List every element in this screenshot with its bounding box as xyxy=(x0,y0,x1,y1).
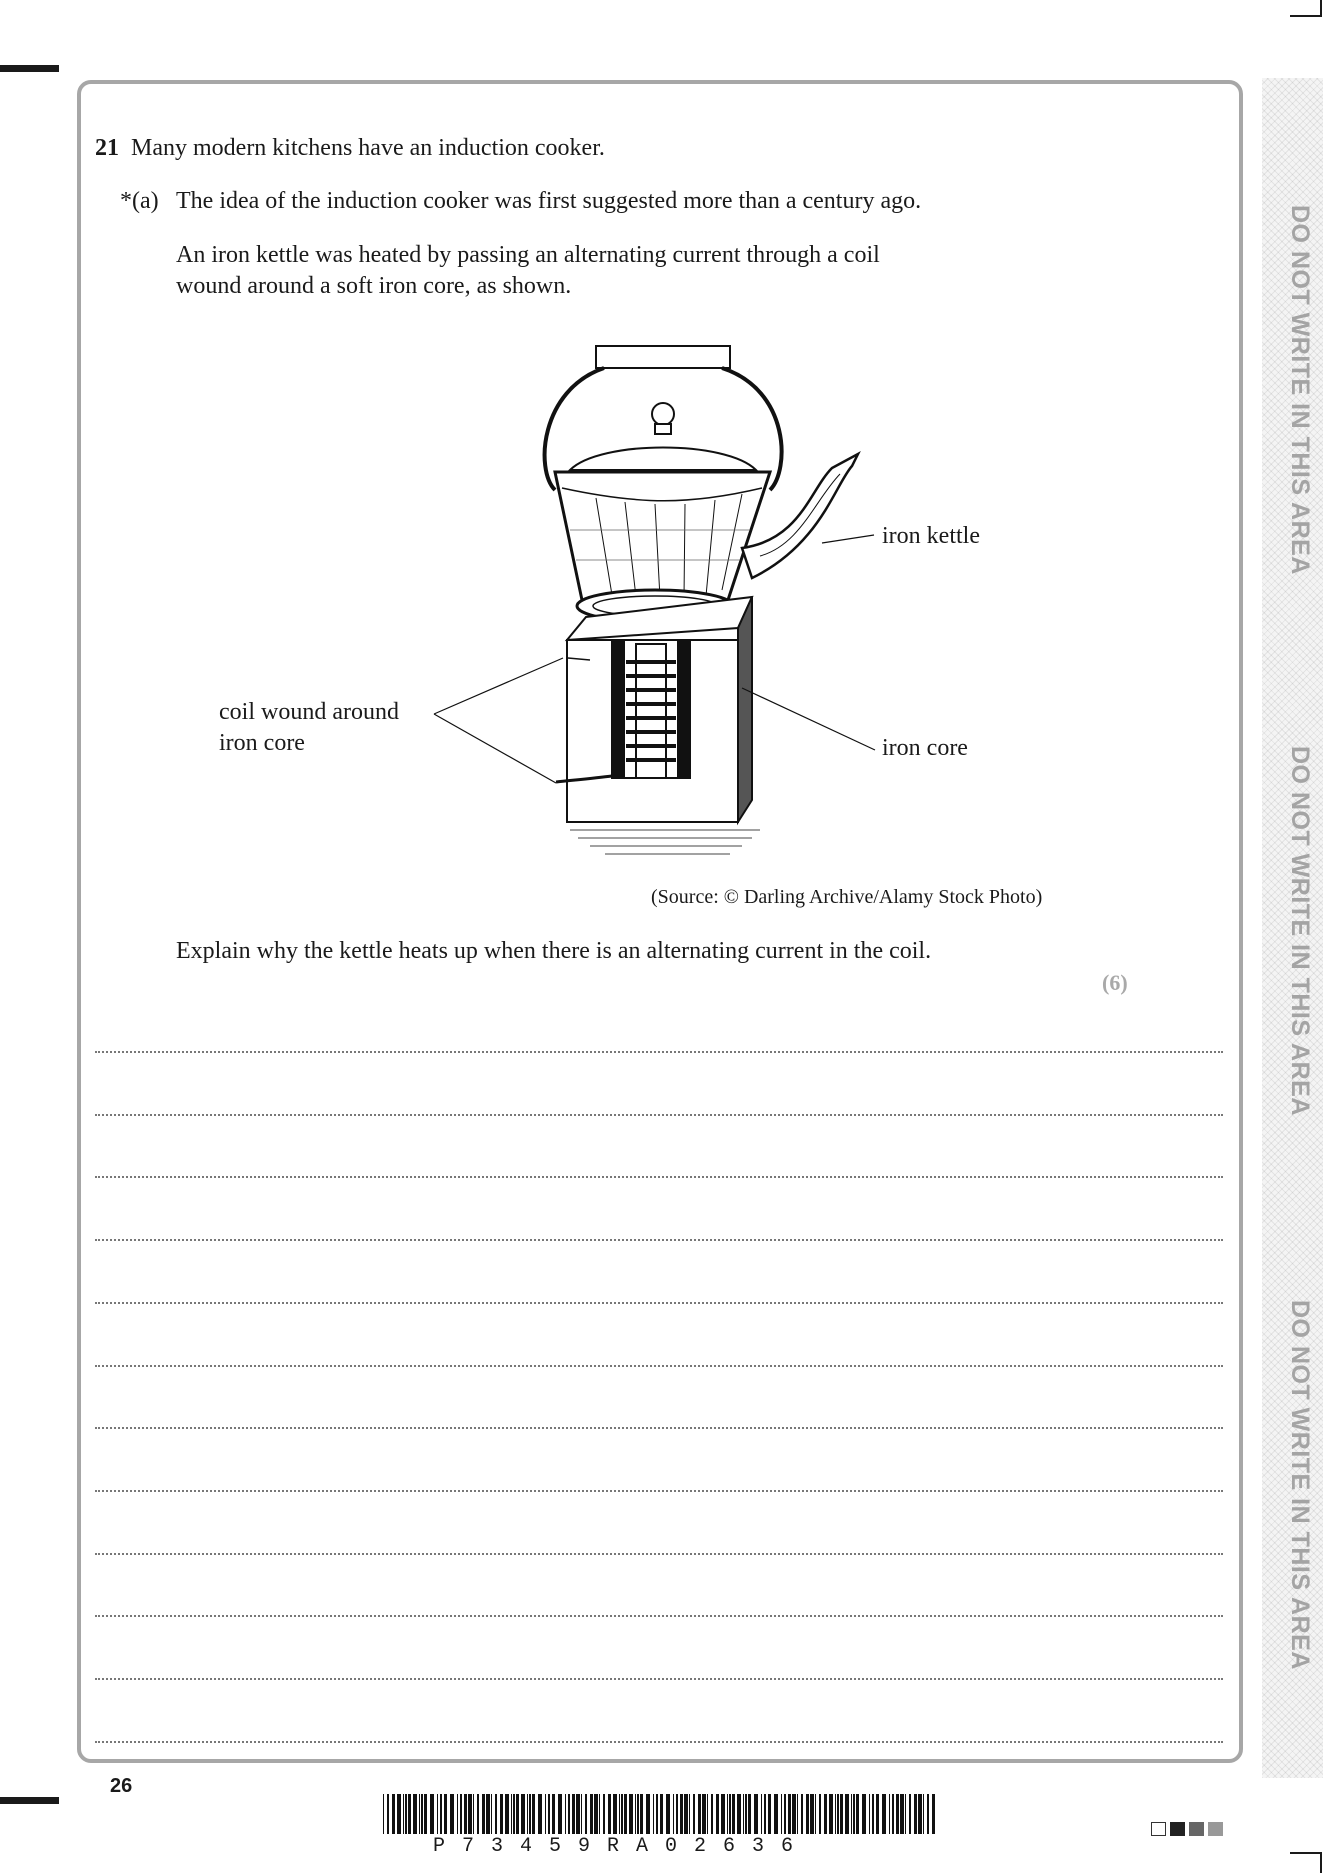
margin-warning-middle: DO NOT WRITE IN THIS AREA xyxy=(1286,746,1314,1116)
answer-line[interactable] xyxy=(95,1427,1223,1430)
crop-mark-top-left xyxy=(0,65,59,72)
answer-line[interactable] xyxy=(95,1113,1223,1116)
label-coil-line-1: coil wound around xyxy=(219,699,399,725)
answer-line[interactable] xyxy=(95,1615,1223,1618)
page-indicator xyxy=(1151,1822,1227,1838)
question-prompt: Explain why the kettle heats up when the… xyxy=(176,938,932,964)
part-text: The idea of the induction cooker was fir… xyxy=(176,188,922,214)
barcode xyxy=(383,1794,935,1834)
answer-line[interactable] xyxy=(95,1552,1223,1555)
crop-mark-top-right xyxy=(1290,0,1322,17)
question-stem: Many modern kitchens have an induction c… xyxy=(131,135,605,161)
description-line-2: wound around a soft iron core, as shown. xyxy=(176,273,572,299)
question-header: 21 Many modern kitchens have an inductio… xyxy=(95,133,605,164)
answer-line[interactable] xyxy=(95,1239,1223,1242)
figure-source: (Source: © Darling Archive/Alamy Stock P… xyxy=(651,886,1043,908)
margin-strip xyxy=(1262,78,1323,1778)
answer-line[interactable] xyxy=(95,1301,1223,1304)
label-iron-kettle: iron kettle xyxy=(882,523,980,549)
margin-warning-bottom: DO NOT WRITE IN THIS AREA xyxy=(1286,1300,1314,1670)
crop-mark-bottom-right xyxy=(1290,1852,1322,1873)
label-coil-line-2: iron core xyxy=(219,730,305,756)
answer-line[interactable] xyxy=(95,1176,1223,1179)
answer-line[interactable] xyxy=(95,1364,1223,1367)
answer-line[interactable] xyxy=(95,1740,1223,1743)
label-iron-core: iron core xyxy=(882,735,968,761)
margin-warning-top: DO NOT WRITE IN THIS AREA xyxy=(1286,205,1314,575)
crop-mark-bottom-left xyxy=(0,1797,59,1804)
question-number: 21 xyxy=(95,135,119,161)
page-number: 26 xyxy=(110,1775,133,1797)
marks-allocation: (6) xyxy=(1102,970,1128,995)
description-line-1: An iron kettle was heated by passing an … xyxy=(176,242,880,268)
barcode-text: P73459RA02636 xyxy=(433,1835,811,1858)
question-frame xyxy=(77,80,1243,1763)
kettle-figure xyxy=(433,345,876,855)
part-label: *(a) xyxy=(120,188,159,214)
answer-line[interactable] xyxy=(95,1678,1223,1680)
answer-line[interactable] xyxy=(95,1051,1223,1053)
answer-line[interactable] xyxy=(95,1489,1223,1492)
